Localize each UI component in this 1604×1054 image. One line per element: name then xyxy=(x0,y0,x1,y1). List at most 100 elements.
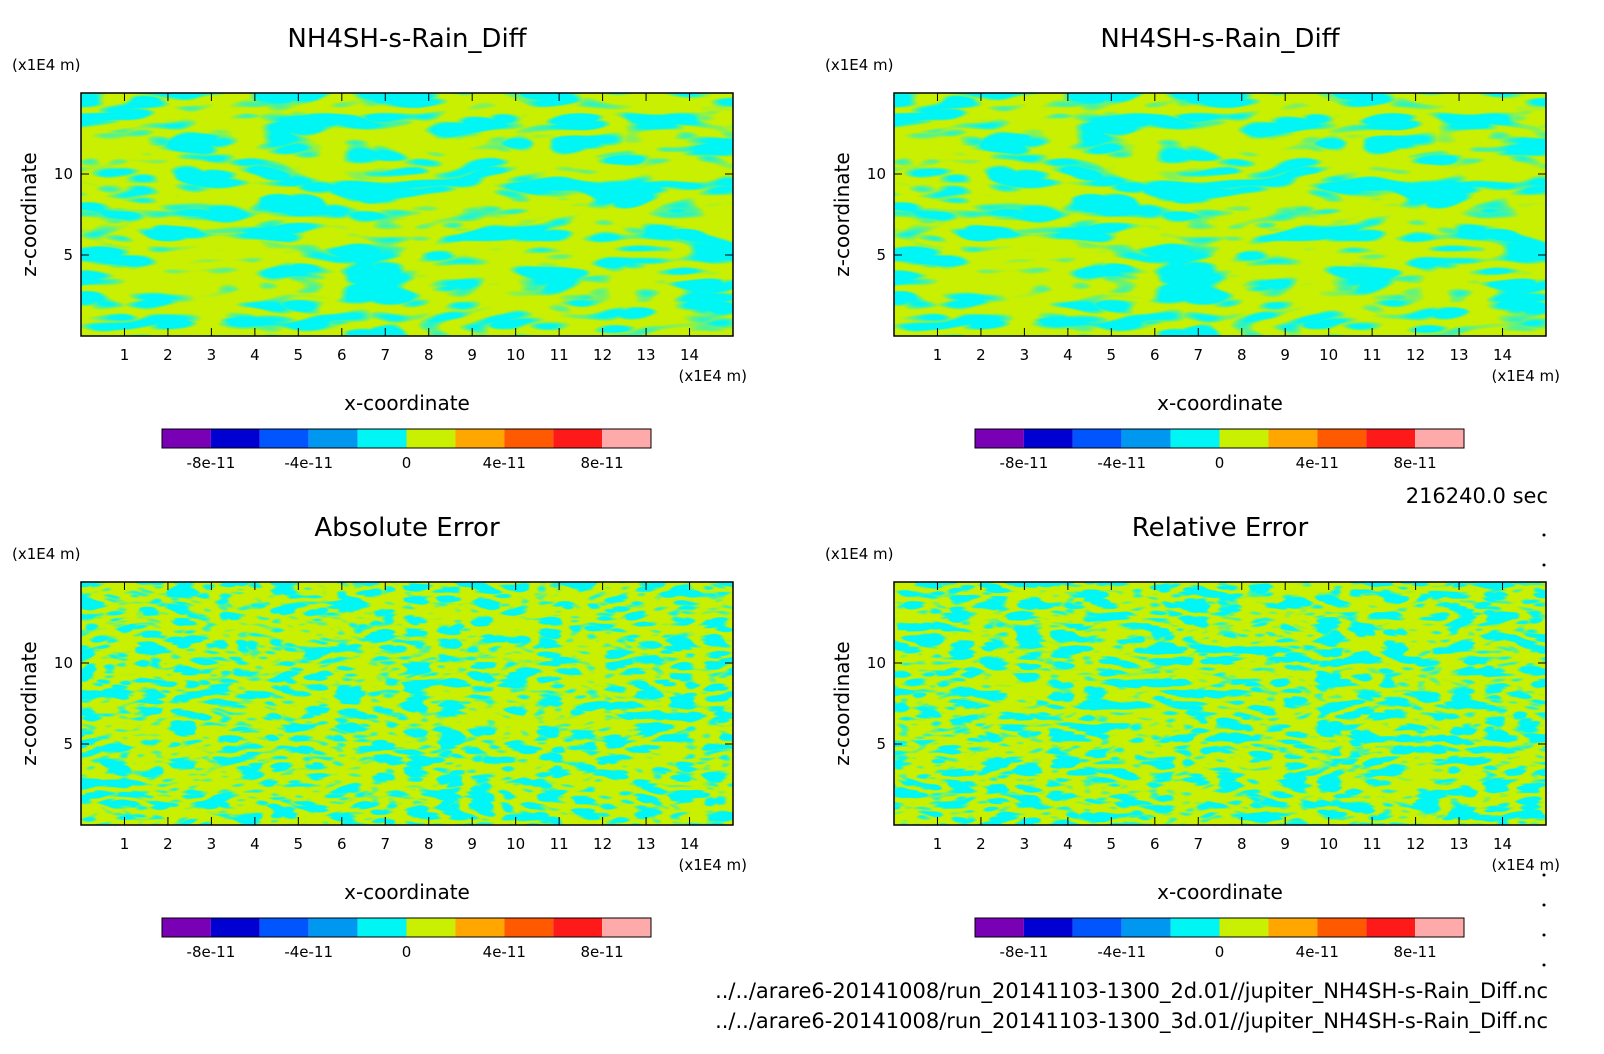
colorbar-tick-label: 8e-11 xyxy=(1393,943,1436,961)
colorbar-tick-label: -4e-11 xyxy=(1097,454,1146,472)
x-tick-label: 8 xyxy=(1237,835,1247,853)
x-tick-label: 4 xyxy=(250,346,260,364)
file-path-2d: ../../arare6-20141008/run_20141103-1300_… xyxy=(715,979,1548,1004)
colorbar-swatch xyxy=(1366,429,1416,448)
x-tick-label: 3 xyxy=(207,346,217,364)
y-unit-label: (x1E4 m) xyxy=(825,56,894,74)
colorbar-swatch xyxy=(210,429,260,448)
x-tick-label: 11 xyxy=(550,346,569,364)
colorbar-swatch xyxy=(406,918,456,937)
x-tick-label: 10 xyxy=(506,346,525,364)
x-tick-label: 10 xyxy=(506,835,525,853)
colorbar-swatch xyxy=(504,918,554,937)
x-tick-label: 4 xyxy=(1063,835,1073,853)
x-tick-label: 2 xyxy=(976,835,986,853)
x-tick-label: 8 xyxy=(1237,346,1247,364)
colorbar-swatch xyxy=(1219,429,1269,448)
colorbar-swatch xyxy=(1268,429,1318,448)
x-tick-label: 6 xyxy=(1150,346,1160,364)
x-tick-label: 5 xyxy=(1107,346,1117,364)
x-tick-label: 13 xyxy=(637,835,656,853)
colorbar-swatch xyxy=(1415,429,1464,448)
y-tick-label: 5 xyxy=(63,246,73,264)
heatmap-pattern xyxy=(894,582,1546,825)
colorbar-swatch xyxy=(259,918,309,937)
colorbar-swatch xyxy=(553,429,603,448)
colorbar-swatch xyxy=(1023,429,1073,448)
colorbar-swatch xyxy=(455,429,505,448)
time-label: 216240.0 sec xyxy=(1406,484,1548,508)
x-tick-label: 11 xyxy=(1363,346,1382,364)
chart-title: Absolute Error xyxy=(314,513,500,543)
colorbar-tick-label: 0 xyxy=(402,943,412,961)
colorbar-swatch xyxy=(455,918,505,937)
y-axis-label: z-coordinate xyxy=(830,152,854,276)
x-axis-label: x-coordinate xyxy=(344,391,470,415)
x-tick-label: 12 xyxy=(593,346,612,364)
chart-panel-2: NH4SH-s-Rain_Diff(x1E4 m)1 2 3 4 5 6 7 8 9 10 11 12… xyxy=(825,24,1560,472)
x-axis-label: x-coordinate xyxy=(344,880,470,904)
y-tick-label: 10 xyxy=(867,654,886,672)
x-axis-label: x-coordinate xyxy=(1157,880,1283,904)
colorbar-swatch xyxy=(504,429,554,448)
colorbar-swatch xyxy=(210,918,260,937)
x-tick-label: 14 xyxy=(1493,835,1512,853)
y-tick-label: 5 xyxy=(876,735,886,753)
chart-panel-3: Absolute Error(x1E4 m)1 2 3 4 5 6 7 8 9 10 11 12 13 1… xyxy=(12,513,747,961)
colorbar-swatch xyxy=(357,918,407,937)
x-tick-label: 10 xyxy=(1319,835,1338,853)
x-tick-label: 6 xyxy=(337,346,347,364)
colorbar-swatch xyxy=(1317,429,1367,448)
file-path-3d: ../../arare6-20141008/run_20141103-1300_… xyxy=(715,1009,1548,1034)
y-unit-label: (x1E4 m) xyxy=(12,545,81,563)
colorbar-swatch xyxy=(308,918,358,937)
x-tick-label: 13 xyxy=(1450,835,1469,853)
heatmap-pattern xyxy=(81,93,733,336)
colorbar-frame xyxy=(161,917,652,938)
x-tick-label: 1 xyxy=(933,835,943,853)
x-tick-label: 8 xyxy=(424,346,434,364)
x-tick-label: 5 xyxy=(294,835,304,853)
x-tick-label: 12 xyxy=(1406,346,1425,364)
y-tick-label: 5 xyxy=(63,735,73,753)
colorbar-tick-label: 4e-11 xyxy=(1296,943,1339,961)
x-tick-label: 3 xyxy=(1020,835,1030,853)
colorbar-swatch xyxy=(259,429,309,448)
x-tick-label: 1 xyxy=(120,346,130,364)
colorbar-frame xyxy=(974,917,1465,938)
colorbar-swatch xyxy=(1219,918,1269,937)
colorbar-swatch xyxy=(975,429,1024,448)
colorbar-swatch xyxy=(975,918,1024,937)
y-unit-label: (x1E4 m) xyxy=(12,56,81,74)
x-tick-label: 6 xyxy=(337,835,347,853)
colorbar-swatch xyxy=(162,429,211,448)
colorbar-tick-label: 0 xyxy=(1215,454,1225,472)
x-tick-label: 4 xyxy=(1063,346,1073,364)
colorbar-swatch xyxy=(553,918,603,937)
x-tick-label: 7 xyxy=(1193,346,1203,364)
plot-frame xyxy=(893,92,1547,337)
colorbar-swatch xyxy=(1023,918,1073,937)
x-tick-label: 14 xyxy=(680,346,699,364)
x-tick-label: 2 xyxy=(163,346,173,364)
x-tick-label: 9 xyxy=(1280,835,1290,853)
colorbar-swatch xyxy=(162,918,211,937)
chart-panel-4: Relative Error(x1E4 m)1 2 3 4 5 6 7 8 9 10 11 12 13 1… xyxy=(825,513,1560,961)
x-unit-label: (x1E4 m) xyxy=(1491,856,1560,874)
colorbar-swatch xyxy=(1121,918,1171,937)
heatmap-pattern xyxy=(81,582,733,825)
x-tick-label: 12 xyxy=(1406,835,1425,853)
x-tick-label: 10 xyxy=(1319,346,1338,364)
colorbar-swatch xyxy=(357,429,407,448)
x-tick-label: 14 xyxy=(680,835,699,853)
colorbar-tick-label: 4e-11 xyxy=(483,943,526,961)
colorbar-swatch xyxy=(308,429,358,448)
x-unit-label: (x1E4 m) xyxy=(678,856,747,874)
x-tick-label: 9 xyxy=(467,346,477,364)
colorbar-swatch xyxy=(1415,918,1464,937)
x-tick-label: 5 xyxy=(294,346,304,364)
x-tick-label: 5 xyxy=(1107,835,1117,853)
x-tick-label: 2 xyxy=(976,346,986,364)
x-tick-label: 6 xyxy=(1150,835,1160,853)
